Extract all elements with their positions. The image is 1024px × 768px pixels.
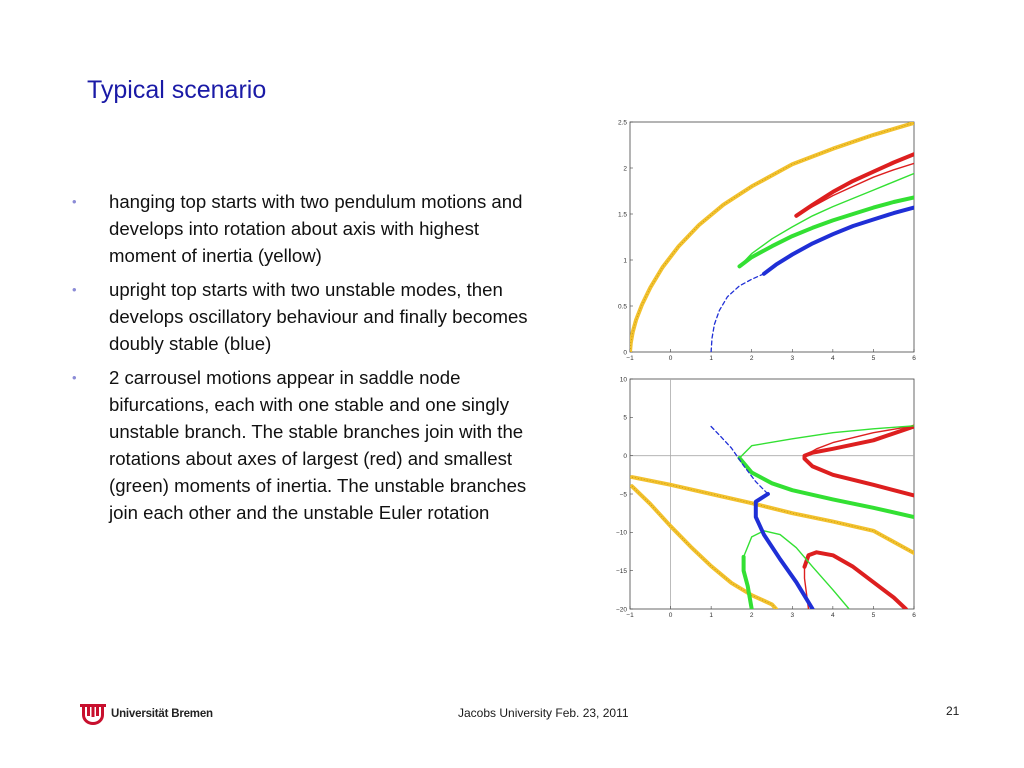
y-tick-label: −15 <box>616 568 627 575</box>
bullet-item: • 2 carrousel motions appear in saddle n… <box>70 364 550 526</box>
green-thin-curve <box>742 530 850 609</box>
x-tick-label: 4 <box>831 612 835 619</box>
green-thick-curve <box>741 554 754 609</box>
yellow-curve-texture <box>631 476 914 554</box>
y-tick-label: 2.5 <box>618 119 627 126</box>
bullet-list: • hanging top starts with two pendulum m… <box>70 188 550 533</box>
series-group <box>630 122 914 352</box>
red-thin-curve <box>803 425 914 457</box>
x-tick-label: 2 <box>750 612 754 619</box>
blue-dashed-curve <box>710 273 765 352</box>
y-tick-label: 1.5 <box>618 211 627 218</box>
bullet-item: • upright top starts with two unstable m… <box>70 276 550 357</box>
green-thick-curve <box>737 195 914 269</box>
y-tick-label: 2 <box>623 165 627 172</box>
x-tick-label: 5 <box>872 612 876 619</box>
red-thick-curve <box>794 152 914 218</box>
bullet-item: • hanging top starts with two pendulum m… <box>70 188 550 269</box>
y-tick-label: −10 <box>616 530 627 537</box>
x-tick-label: 1 <box>709 612 713 619</box>
y-tick-label: 0 <box>623 453 627 460</box>
bullet-dot-icon: • <box>72 282 77 297</box>
x-tick-label: 6 <box>912 612 916 619</box>
x-tick-label: −1 <box>626 612 634 619</box>
y-tick-label: 1 <box>623 257 627 264</box>
blue-thick-curve <box>761 205 914 276</box>
bullet-text: upright top starts with two unstable mod… <box>109 279 528 354</box>
blue-thick-curve <box>753 492 815 609</box>
x-tick-label: 6 <box>912 355 916 362</box>
university-logo: Universität Bremen <box>80 702 213 726</box>
x-tick-label: 3 <box>790 612 794 619</box>
y-tick-label: 5 <box>623 415 627 422</box>
university-logo-icon <box>80 704 106 725</box>
green-thin-curve <box>738 172 914 268</box>
y-tick-label: −5 <box>620 491 628 498</box>
series-group <box>630 424 914 609</box>
y-tick-label: −20 <box>616 606 627 613</box>
university-name: Universität Bremen <box>111 708 213 720</box>
red-thick-curve <box>802 424 914 498</box>
bullet-dot-icon: • <box>72 194 77 209</box>
x-tick-label: 3 <box>790 355 794 362</box>
y-tick-label: 10 <box>620 376 628 383</box>
slide-title: Typical scenario <box>87 76 267 104</box>
y-tick-label: 0 <box>623 349 627 356</box>
yellow-curve-texture <box>630 122 914 352</box>
green-thin-curve <box>738 425 914 459</box>
x-tick-label: −1 <box>626 355 634 362</box>
x-tick-label: 5 <box>872 355 876 362</box>
bifurcation-plot-top: −1 0 1 2 3 4 5 600.511.522.5 <box>618 119 916 362</box>
bullet-text: 2 carrousel motions appear in saddle nod… <box>109 367 527 523</box>
x-tick-label: 4 <box>831 355 835 362</box>
yellow-curve-texture <box>631 486 777 609</box>
x-tick-label: 2 <box>750 355 754 362</box>
bullet-text: hanging top starts with two pendulum mot… <box>109 191 523 266</box>
bullet-dot-icon: • <box>72 370 77 385</box>
plot-frame <box>629 378 915 610</box>
green-thick-curve <box>737 456 914 519</box>
y-tick-label: 0.5 <box>618 303 627 310</box>
red-thin-curve <box>795 162 914 217</box>
x-tick-label: 0 <box>669 612 673 619</box>
x-tick-label: 0 <box>669 355 673 362</box>
red-thick-curve <box>802 550 908 609</box>
page-number: 21 <box>946 704 960 718</box>
blue-dashed-curve <box>710 425 769 495</box>
footer-text: Jacobs University Feb. 23, 2011 <box>458 706 629 720</box>
x-tick-label: 1 <box>709 355 713 362</box>
plot-frame <box>629 121 915 353</box>
